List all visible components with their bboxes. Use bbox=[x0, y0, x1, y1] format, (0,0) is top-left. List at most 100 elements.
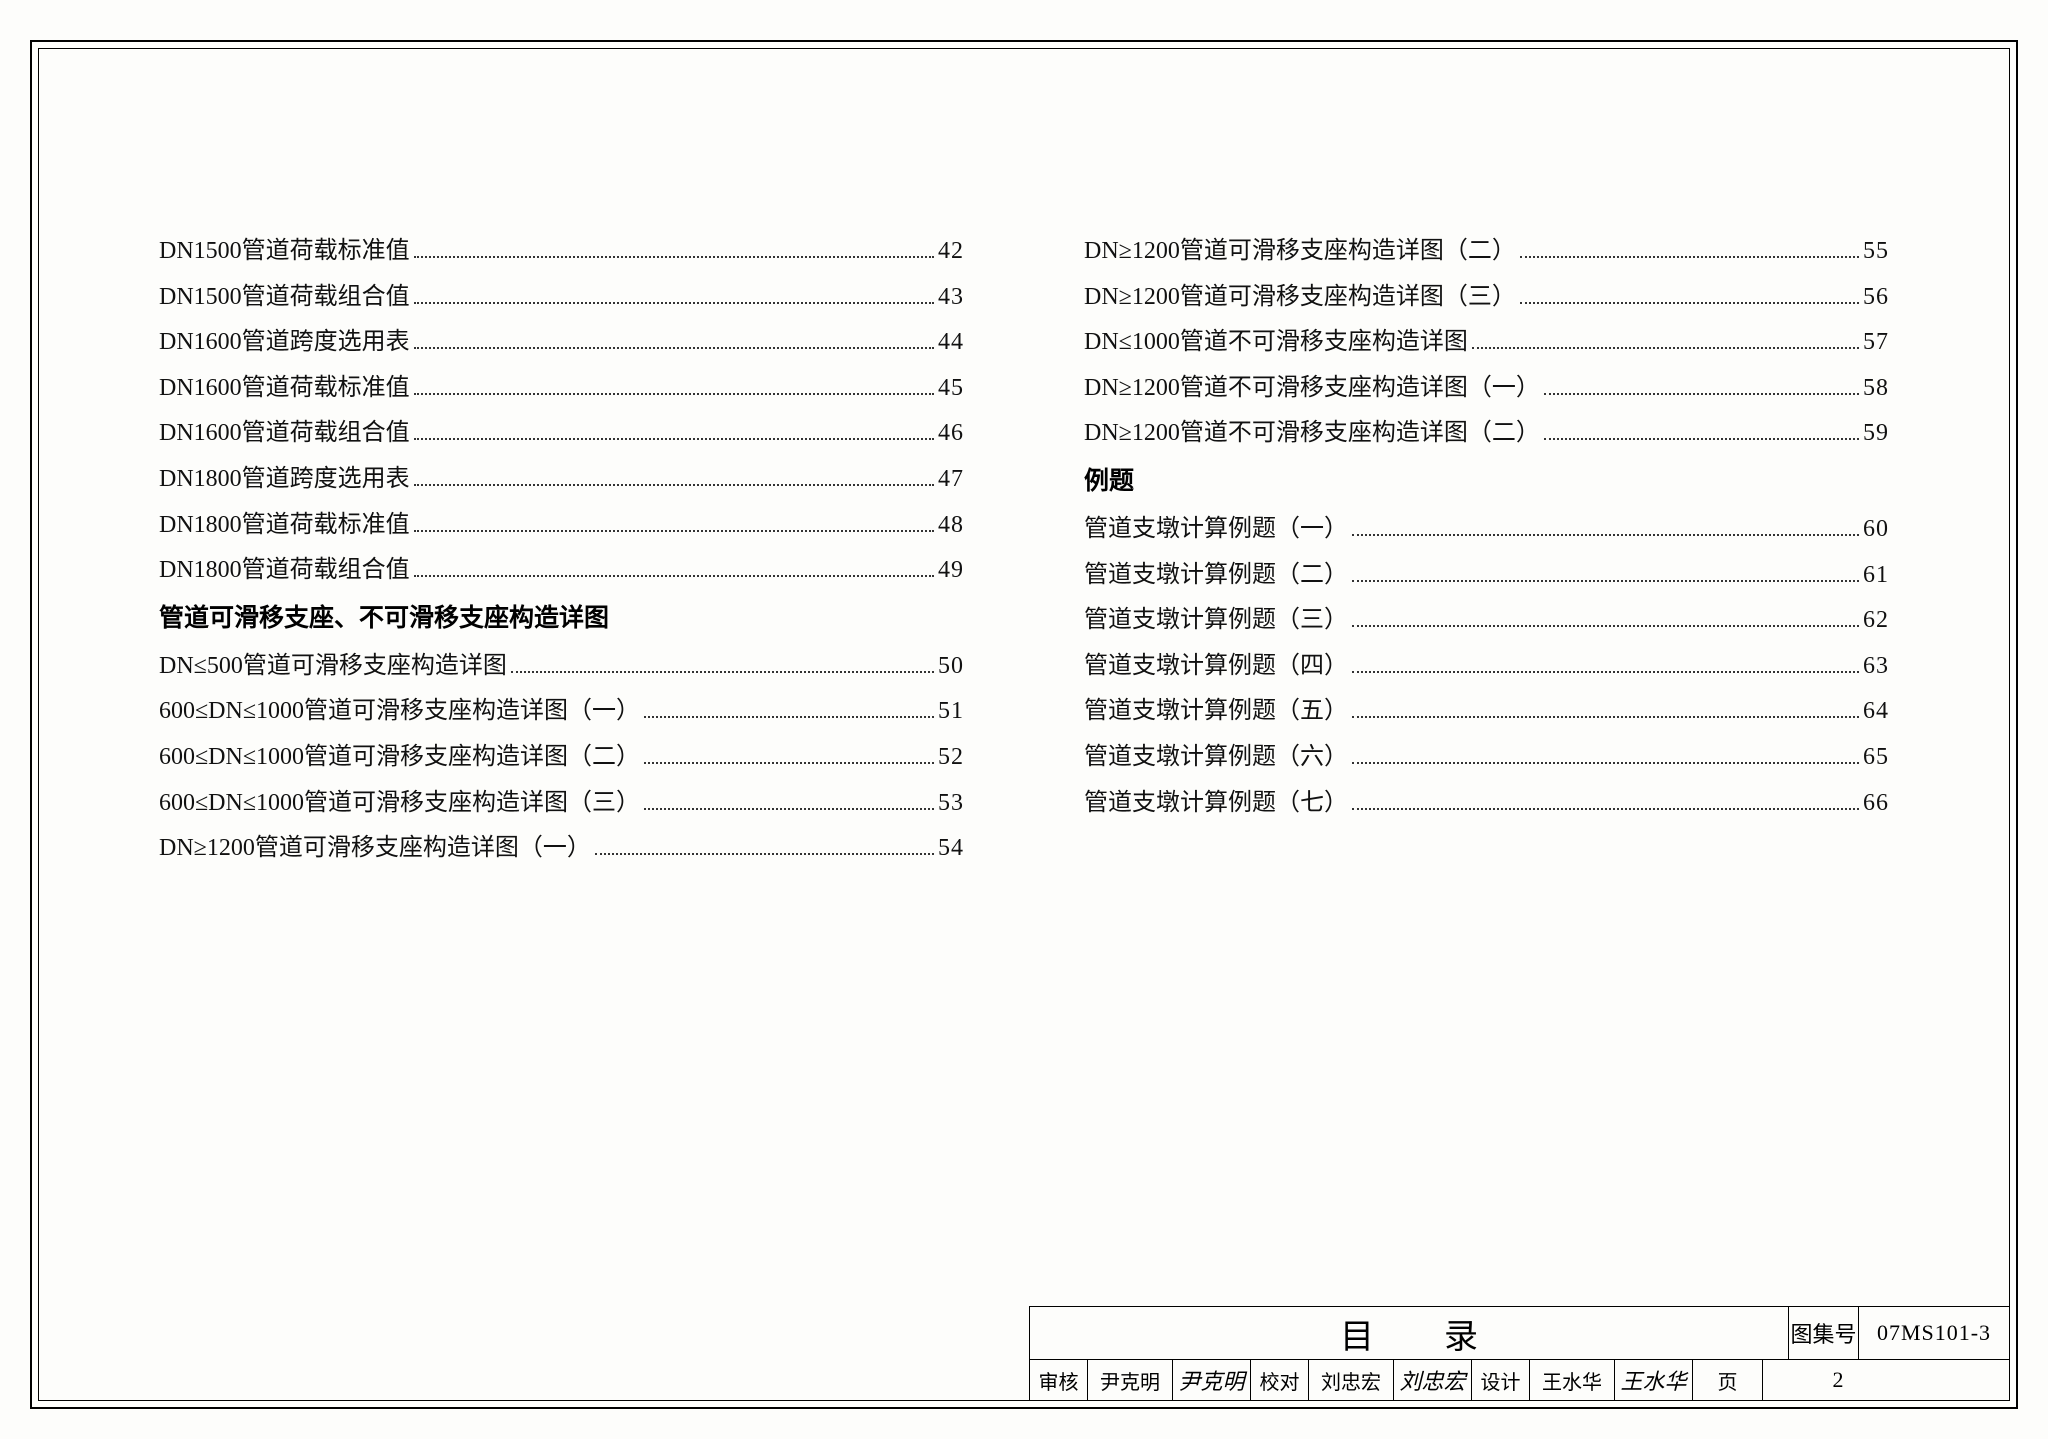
toc-entry-page: 44 bbox=[938, 320, 964, 366]
toc-leader-dots bbox=[1352, 795, 1859, 809]
toc-entry: DN1800管道荷载标准值 48 bbox=[159, 503, 964, 549]
toc-entry-page: 60 bbox=[1863, 507, 1889, 553]
outer-frame: DN1500管道荷载标准值42DN1500管道荷载组合值43DN1600管道跨度… bbox=[30, 40, 2018, 1409]
toc-leader-dots bbox=[1352, 704, 1859, 718]
toc-entry: DN≥1200管道不可滑移支座构造详图（一）58 bbox=[1084, 366, 1889, 412]
toc-entry-page: 66 bbox=[1863, 781, 1889, 827]
toc-leader-dots bbox=[595, 841, 934, 855]
toc-entry: 600≤DN≤1000管道可滑移支座构造详图（一） 51 bbox=[159, 689, 964, 735]
toc-entry-page: 46 bbox=[938, 411, 964, 457]
toc-leader-dots bbox=[1352, 522, 1859, 536]
design-signature: 王水华 bbox=[1615, 1360, 1693, 1400]
title-block-row-2: 审核 尹克明 尹克明 校对 刘忠宏 刘忠宏 设计 王水华 王水华 页 2 bbox=[1030, 1360, 2009, 1400]
toc-leader-dots bbox=[414, 472, 934, 486]
toc-entry-page: 48 bbox=[938, 503, 964, 549]
drawing-no-label: 图集号 bbox=[1789, 1307, 1859, 1359]
toc-entry-label: DN1600管道荷载标准值 bbox=[159, 366, 410, 412]
toc-leader-dots bbox=[1352, 613, 1859, 627]
toc-leader-dots bbox=[644, 750, 934, 764]
toc-entry: 管道支墩计算例题（二） 61 bbox=[1084, 553, 1889, 599]
review-signature: 尹克明 bbox=[1173, 1360, 1251, 1400]
toc-entry-page: 57 bbox=[1863, 320, 1889, 366]
title-block: 目 录 图集号 07MS101-3 审核 尹克明 尹克明 校对 刘忠宏 刘忠宏 … bbox=[1029, 1306, 2009, 1400]
toc-entry: DN1800管道荷载组合值 49 bbox=[159, 548, 964, 594]
toc-entry-label: 600≤DN≤1000管道可滑移支座构造详图（一） bbox=[159, 689, 640, 735]
toc-entry-label: 管道支墩计算例题（四） bbox=[1084, 644, 1348, 690]
toc-entry-page: 43 bbox=[938, 275, 964, 321]
toc-entry-label: 管道支墩计算例题（三） bbox=[1084, 598, 1348, 644]
page: DN1500管道荷载标准值42DN1500管道荷载组合值43DN1600管道跨度… bbox=[0, 0, 2048, 1439]
toc-entry-label: 管道支墩计算例题（五） bbox=[1084, 689, 1348, 735]
toc-leader-dots bbox=[1352, 567, 1859, 581]
inner-frame: DN1500管道荷载标准值42DN1500管道荷载组合值43DN1600管道跨度… bbox=[38, 48, 2010, 1401]
toc-entry: 管道支墩计算例题（五） 64 bbox=[1084, 689, 1889, 735]
drawing-title: 目 录 bbox=[1030, 1307, 1789, 1359]
toc-leader-dots bbox=[1520, 244, 1859, 258]
toc-leader-dots bbox=[414, 563, 934, 577]
toc-entry: DN≥1200管道可滑移支座构造详图（二） 55 bbox=[1084, 229, 1889, 275]
check-signature: 刘忠宏 bbox=[1394, 1360, 1472, 1400]
toc-leader-dots bbox=[511, 658, 934, 672]
toc-entry: DN1600管道荷载组合值46 bbox=[159, 411, 964, 457]
toc-entry: 管道支墩计算例题（六） 65 bbox=[1084, 735, 1889, 781]
toc-leader-dots bbox=[414, 289, 934, 303]
toc-entry: 管道支墩计算例题（一）60 bbox=[1084, 507, 1889, 553]
toc-entry-label: DN≥1200管道可滑移支座构造详图（二） bbox=[1084, 229, 1516, 275]
toc-entry: DN≤1000管道不可滑移支座构造详图 57 bbox=[1084, 320, 1889, 366]
toc-leader-dots bbox=[414, 426, 934, 440]
check-label: 校对 bbox=[1251, 1360, 1309, 1400]
toc-entry-page: 51 bbox=[938, 689, 964, 735]
toc-entry-label: DN1600管道跨度选用表 bbox=[159, 320, 410, 366]
toc-entry: 管道支墩计算例题（七） 66 bbox=[1084, 781, 1889, 827]
toc-leader-dots bbox=[1520, 289, 1859, 303]
toc-entry: 管道支墩计算例题（三）62 bbox=[1084, 598, 1889, 644]
toc-entry-label: 600≤DN≤1000管道可滑移支座构造详图（二） bbox=[159, 735, 640, 781]
toc-entry-page: 64 bbox=[1863, 689, 1889, 735]
toc-entry-label: 管道支墩计算例题（二） bbox=[1084, 553, 1348, 599]
toc-entry: 管道支墩计算例题（四）63 bbox=[1084, 644, 1889, 690]
toc-entry: DN≥1200管道可滑移支座构造详图（三） 56 bbox=[1084, 275, 1889, 321]
design-label: 设计 bbox=[1472, 1360, 1530, 1400]
toc-leader-dots bbox=[1472, 335, 1859, 349]
toc-entry-label: DN1800管道荷载标准值 bbox=[159, 503, 410, 549]
toc-entry-page: 55 bbox=[1863, 229, 1889, 275]
toc-entry-page: 61 bbox=[1863, 553, 1889, 599]
toc-leader-dots bbox=[1544, 426, 1859, 440]
toc-entry-page: 42 bbox=[938, 229, 964, 275]
toc-entry-label: DN1800管道荷载组合值 bbox=[159, 548, 410, 594]
review-name: 尹克明 bbox=[1088, 1360, 1173, 1400]
toc-entry-page: 50 bbox=[938, 644, 964, 690]
toc-leader-dots bbox=[414, 517, 934, 531]
toc-leader-dots bbox=[1352, 658, 1859, 672]
page-label: 页 bbox=[1693, 1360, 1763, 1400]
drawing-no: 07MS101-3 bbox=[1859, 1307, 2009, 1359]
toc-entry-page: 45 bbox=[938, 366, 964, 412]
toc-entry: DN≥1200管道不可滑移支座构造详图（二）59 bbox=[1084, 411, 1889, 457]
toc-entry-page: 65 bbox=[1863, 735, 1889, 781]
toc-heading: 例题 bbox=[1084, 457, 1889, 507]
toc-entry: DN1500管道荷载标准值 42 bbox=[159, 229, 964, 275]
toc-column-left: DN1500管道荷载标准值42DN1500管道荷载组合值43DN1600管道跨度… bbox=[159, 229, 964, 1180]
toc-entry-label: DN≥1200管道可滑移支座构造详图（三） bbox=[1084, 275, 1516, 321]
toc-entry: DN≤500管道可滑移支座构造详图 50 bbox=[159, 644, 964, 690]
design-name: 王水华 bbox=[1530, 1360, 1615, 1400]
toc-leader-dots bbox=[1352, 750, 1859, 764]
toc-leader-dots bbox=[1544, 380, 1859, 394]
toc-heading: 管道可滑移支座、不可滑移支座构造详图 bbox=[159, 594, 964, 644]
toc-entry-label: 管道支墩计算例题（七） bbox=[1084, 781, 1348, 827]
toc-entry-label: DN≤1000管道不可滑移支座构造详图 bbox=[1084, 320, 1468, 366]
toc-entry: DN≥1200管道可滑移支座构造详图（一）54 bbox=[159, 826, 964, 872]
toc-entry-page: 49 bbox=[938, 548, 964, 594]
toc-entry-page: 53 bbox=[938, 781, 964, 827]
toc-leader-dots bbox=[644, 795, 934, 809]
toc-entry-label: DN1500管道荷载标准值 bbox=[159, 229, 410, 275]
toc-column-right: DN≥1200管道可滑移支座构造详图（二）55DN≥1200管道可滑移支座构造详… bbox=[1084, 229, 1889, 1180]
toc-entry-page: 56 bbox=[1863, 275, 1889, 321]
toc-entry: 600≤DN≤1000管道可滑移支座构造详图（二） 52 bbox=[159, 735, 964, 781]
review-label: 审核 bbox=[1030, 1360, 1088, 1400]
toc-entry: DN1600管道跨度选用表 44 bbox=[159, 320, 964, 366]
toc-entry-label: 管道支墩计算例题（六） bbox=[1084, 735, 1348, 781]
check-name: 刘忠宏 bbox=[1309, 1360, 1394, 1400]
toc-entry-page: 52 bbox=[938, 735, 964, 781]
toc-entry-label: DN≤500管道可滑移支座构造详图 bbox=[159, 644, 507, 690]
